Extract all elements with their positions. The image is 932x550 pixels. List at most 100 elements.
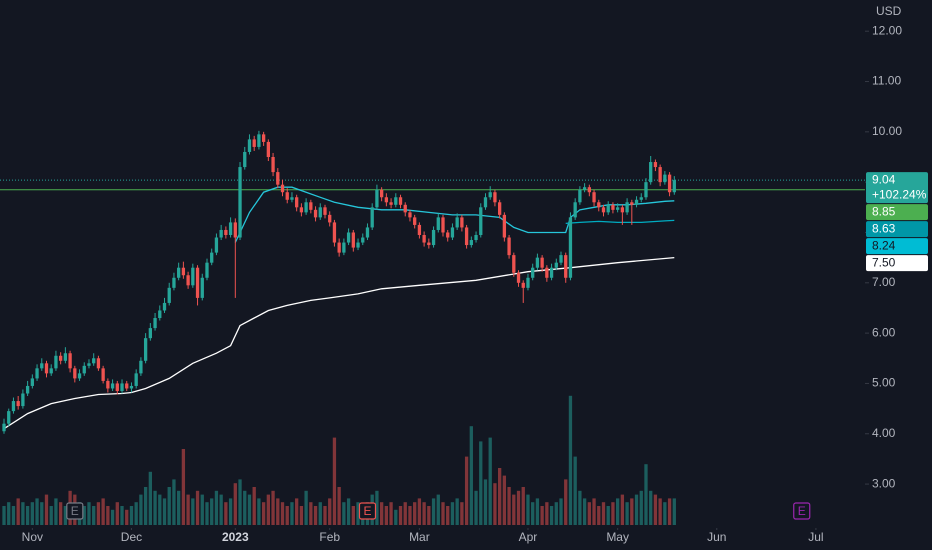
candle-body <box>408 212 412 218</box>
volume-bar <box>460 502 464 525</box>
candle-body <box>143 338 148 361</box>
volume-bar <box>304 490 308 525</box>
candle-body <box>592 192 596 203</box>
candle-body <box>549 267 554 278</box>
volume-bar <box>82 506 86 525</box>
volume-bar <box>224 502 228 525</box>
volume-bar <box>167 487 171 525</box>
candle-body <box>488 192 492 198</box>
volume-bar <box>271 490 275 525</box>
volume-bar <box>379 502 384 525</box>
volume-bar <box>233 483 237 525</box>
volume-bar <box>16 498 20 525</box>
candle-body <box>389 202 393 205</box>
candle-body <box>474 234 478 241</box>
volume-bar <box>290 502 294 525</box>
volume-bar <box>601 502 606 525</box>
candle-body <box>228 222 233 235</box>
candle-body <box>464 227 469 246</box>
candle-body <box>493 192 497 203</box>
volume-bar <box>261 502 266 525</box>
volume-bar <box>587 502 591 525</box>
candle-body <box>233 222 237 238</box>
candle-body <box>516 272 521 283</box>
candle-body <box>106 380 110 389</box>
candle-body <box>129 385 134 389</box>
volume-bar <box>96 502 101 525</box>
candle-body <box>554 262 558 268</box>
candle-body <box>2 423 6 432</box>
volume-bar <box>394 509 398 525</box>
volume-bar <box>384 506 389 525</box>
price-label: 7.50 <box>872 255 896 269</box>
volume-bar <box>606 506 610 525</box>
volume-bar <box>200 494 204 525</box>
candle-body <box>63 353 68 361</box>
candle-body <box>200 277 204 298</box>
candle-body <box>290 197 294 200</box>
volume-bar <box>616 498 620 525</box>
volume-bar <box>30 502 34 525</box>
volume-bar <box>337 487 341 525</box>
volume-bar <box>351 506 355 525</box>
volume-bar <box>516 490 521 525</box>
volume-bar <box>205 502 209 525</box>
event-marker <box>793 502 811 520</box>
volume-bar <box>276 498 280 525</box>
moving-average <box>565 219 675 225</box>
volume-bar <box>526 494 530 525</box>
candle-body <box>115 383 119 391</box>
price-label-box <box>866 172 928 204</box>
candle-body <box>370 207 374 228</box>
candle-body <box>25 385 30 394</box>
volume-bar <box>535 498 540 525</box>
candle-body <box>167 287 171 303</box>
candle-body <box>125 383 129 389</box>
candle-body <box>535 257 540 268</box>
volume-bar <box>464 456 469 525</box>
volume-bar <box>559 498 563 525</box>
candle-body <box>620 207 625 213</box>
candle-body <box>59 355 63 361</box>
candle-body <box>479 207 483 235</box>
candle-body <box>148 328 152 339</box>
candle-body <box>365 227 370 238</box>
candle-body <box>35 368 39 379</box>
candle-body <box>634 199 639 205</box>
candle-body <box>318 207 322 218</box>
candle-body <box>351 232 355 248</box>
candle-body <box>450 227 455 238</box>
candle-body <box>77 373 82 379</box>
event-label: E <box>71 504 79 518</box>
moving-average <box>3 256 675 430</box>
volume-bar <box>7 502 11 525</box>
candle-body <box>446 232 450 238</box>
candle-body <box>606 204 610 213</box>
candle-body <box>87 363 91 366</box>
candle-body <box>403 204 407 213</box>
candle-body <box>195 267 200 298</box>
candle-body <box>261 134 266 142</box>
event-marker <box>66 502 84 520</box>
volume-bar <box>578 490 582 525</box>
y-tick-label: 10.00 <box>872 124 902 138</box>
price-label: 8.85 <box>872 204 896 218</box>
volume-bar <box>309 502 313 525</box>
volume-bar <box>474 490 478 525</box>
volume-bar <box>493 483 497 525</box>
y-tick-label: 11.00 <box>872 74 901 88</box>
candle-body <box>587 187 591 193</box>
volume-bar <box>162 498 167 525</box>
candle-body <box>611 204 615 210</box>
candle-body <box>252 139 256 147</box>
volume-bar <box>219 494 223 525</box>
price-label: 8.63 <box>872 221 896 235</box>
volume-bar <box>375 490 379 525</box>
candle-body <box>394 197 398 205</box>
volume-bar <box>488 437 492 525</box>
volume-bar <box>663 502 667 525</box>
volume-bar <box>568 395 573 525</box>
volume-bar <box>318 502 322 525</box>
candle-body <box>672 180 676 193</box>
